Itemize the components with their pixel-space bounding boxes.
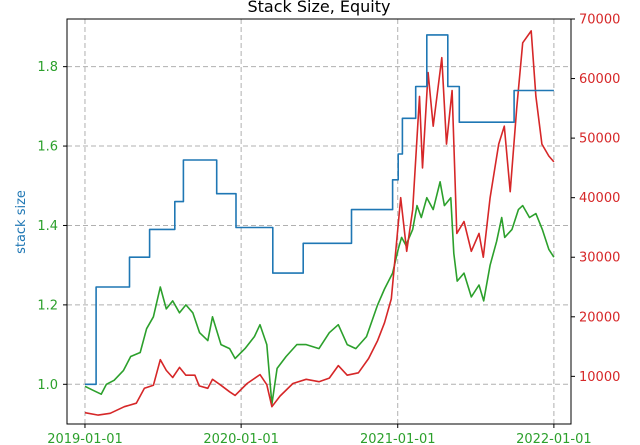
series-line-equity: [84, 181, 555, 405]
plot-frame: [66, 18, 572, 425]
y-right-tick-label: 10000: [579, 370, 620, 385]
grid-lines: [67, 19, 571, 424]
series-line-price: [84, 30, 555, 416]
y-right-tick-label: 50000: [579, 132, 620, 147]
y-right-tick-label: 40000: [579, 191, 620, 206]
y-left-tick-label: 1.8: [37, 60, 58, 75]
y-left-tick-label: 1.2: [37, 298, 58, 313]
x-tick-label: 2021-01-01: [360, 432, 436, 445]
chart-title: Stack Size, Equity: [248, 0, 391, 16]
x-tick-label: 2022-01-01: [516, 432, 592, 445]
y-right-tick-label: 30000: [579, 251, 620, 266]
series-lines: [84, 30, 555, 416]
x-tick-label: 2019-01-01: [47, 432, 123, 445]
y-left-tick-label: 1.0: [37, 378, 58, 393]
series-line-stack-size: [85, 34, 554, 386]
y-left-tick-label: 1.4: [37, 219, 58, 234]
y-right-tick-label: 20000: [579, 310, 620, 325]
y-right-tick-label: 70000: [579, 13, 620, 28]
y-left-tick-label: 1.6: [37, 140, 58, 155]
axis-ticks: 2019-01-01 2020-01-01 2021-01-01 2022-01-01…: [37, 13, 620, 445]
y-right-tick-label: 60000: [579, 72, 620, 87]
x-tick-label: 2020-01-01: [203, 432, 279, 445]
left-axis-label: stack size: [14, 190, 29, 254]
